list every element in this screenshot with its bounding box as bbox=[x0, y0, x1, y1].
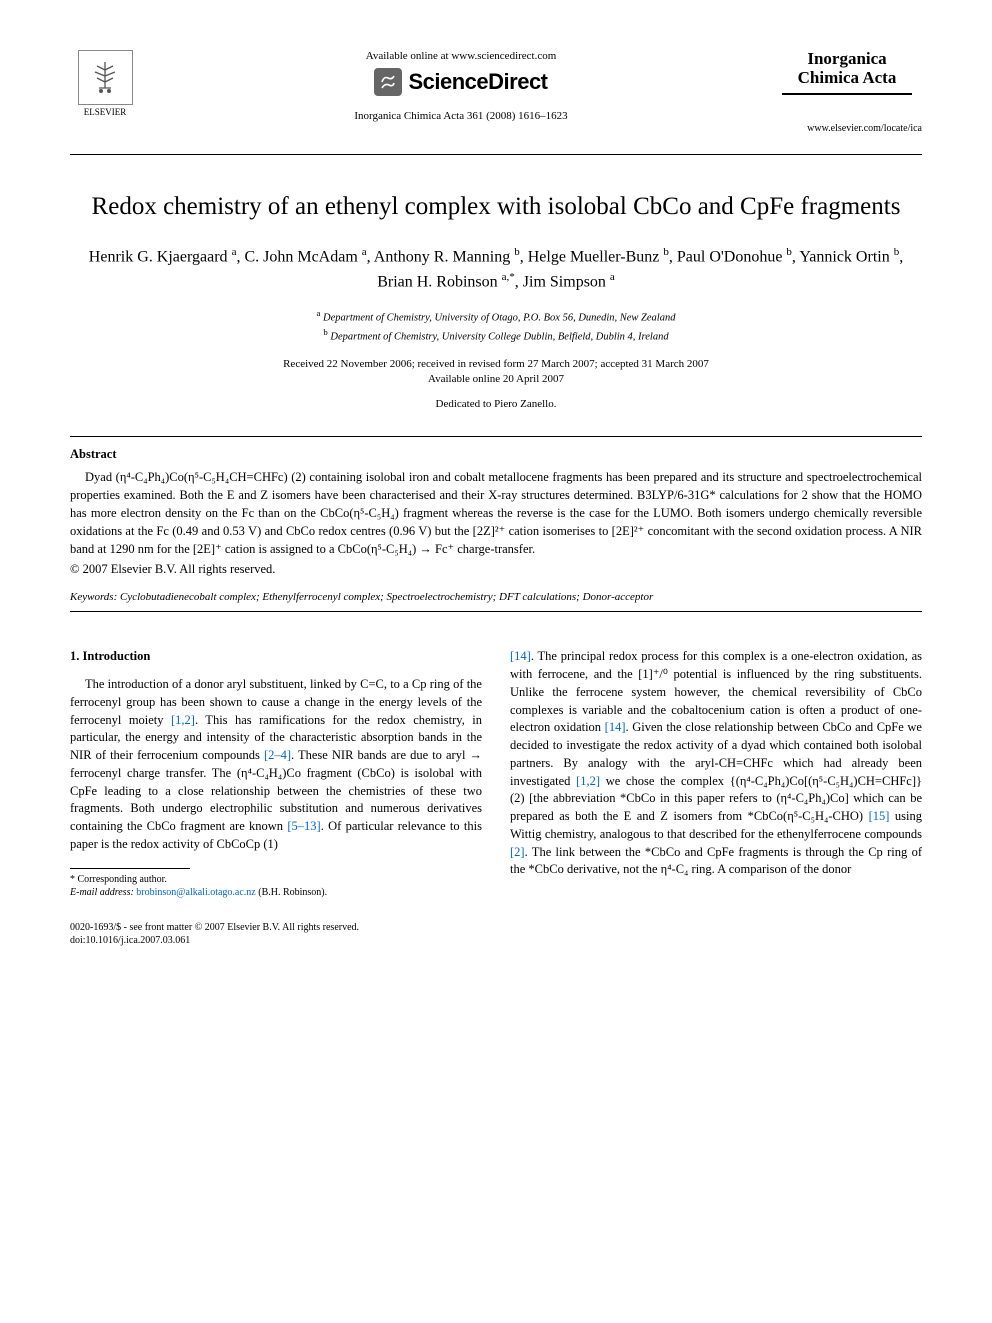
corresponding-author-note: * Corresponding author. E-mail address: … bbox=[70, 873, 482, 899]
abstract-label: Abstract bbox=[70, 447, 922, 462]
abstract-rule-top bbox=[70, 436, 922, 437]
sciencedirect-text: ScienceDirect bbox=[408, 69, 547, 95]
affiliations: a Department of Chemistry, University of… bbox=[70, 307, 922, 345]
header-center: Available online at www.sciencedirect.co… bbox=[140, 50, 782, 122]
intro-para-col2: [14]. The principal redox process for th… bbox=[510, 648, 922, 879]
footnote-rule bbox=[70, 868, 190, 869]
header-rule bbox=[70, 154, 922, 155]
footer-doi: doi:10.1016/j.ica.2007.03.061 bbox=[70, 934, 482, 947]
intro-para-col1: The introduction of a donor aryl substit… bbox=[70, 676, 482, 854]
section-1-heading: 1. Introduction bbox=[70, 648, 482, 666]
page-header: ELSEVIER Available online at www.science… bbox=[70, 50, 922, 134]
affiliation-a: a Department of Chemistry, University of… bbox=[70, 307, 922, 326]
abstract-body: Dyad (η⁴-C₄Ph₄)Co(η⁵-C₅H₄CH=CHFc) (2) co… bbox=[70, 468, 922, 559]
elsevier-label: ELSEVIER bbox=[84, 107, 127, 117]
affiliation-b: b Department of Chemistry, University Co… bbox=[70, 326, 922, 345]
elsevier-tree-icon bbox=[78, 50, 133, 105]
column-left: 1. Introduction The introduction of a do… bbox=[70, 648, 482, 946]
journal-brand-box: Inorganica Chimica Acta www.elsevier.com… bbox=[782, 50, 922, 134]
sciencedirect-logo: ScienceDirect bbox=[374, 68, 547, 96]
journal-name: Inorganica Chimica Acta bbox=[782, 50, 912, 95]
article-title: Redox chemistry of an ethenyl complex wi… bbox=[70, 191, 922, 224]
corr-author-label: * Corresponding author. bbox=[70, 873, 482, 886]
email-link[interactable]: brobinson@alkali.otago.ac.nz bbox=[136, 887, 255, 898]
footer-meta: 0020-1693/$ - see front matter © 2007 El… bbox=[70, 921, 482, 947]
elsevier-logo: ELSEVIER bbox=[70, 50, 140, 117]
article-dates: Received 22 November 2006; received in r… bbox=[70, 357, 922, 388]
keywords-text: Cyclobutadienecobalt complex; Ethenylfer… bbox=[120, 591, 653, 603]
corr-author-email: E-mail address: brobinson@alkali.otago.a… bbox=[70, 886, 482, 899]
dedication: Dedicated to Piero Zanello. bbox=[70, 398, 922, 410]
sciencedirect-icon bbox=[374, 68, 402, 96]
author-list: Henrik G. Kjaergaard a, C. John McAdam a… bbox=[70, 244, 922, 295]
footer-front-matter: 0020-1693/$ - see front matter © 2007 El… bbox=[70, 921, 482, 934]
abstract-copyright: © 2007 Elsevier B.V. All rights reserved… bbox=[70, 562, 922, 577]
dates-online: Available online 20 April 2007 bbox=[70, 372, 922, 387]
keywords-label: Keywords: bbox=[70, 591, 117, 603]
dates-received: Received 22 November 2006; received in r… bbox=[70, 357, 922, 372]
journal-citation: Inorganica Chimica Acta 361 (2008) 1616–… bbox=[160, 110, 762, 122]
abstract-rule-bottom bbox=[70, 611, 922, 612]
journal-locate-url: www.elsevier.com/locate/ica bbox=[782, 123, 922, 134]
body-columns: 1. Introduction The introduction of a do… bbox=[70, 648, 922, 946]
column-right: [14]. The principal redox process for th… bbox=[510, 648, 922, 946]
available-online-text: Available online at www.sciencedirect.co… bbox=[160, 50, 762, 62]
keywords: Keywords: Cyclobutadienecobalt complex; … bbox=[70, 591, 922, 603]
